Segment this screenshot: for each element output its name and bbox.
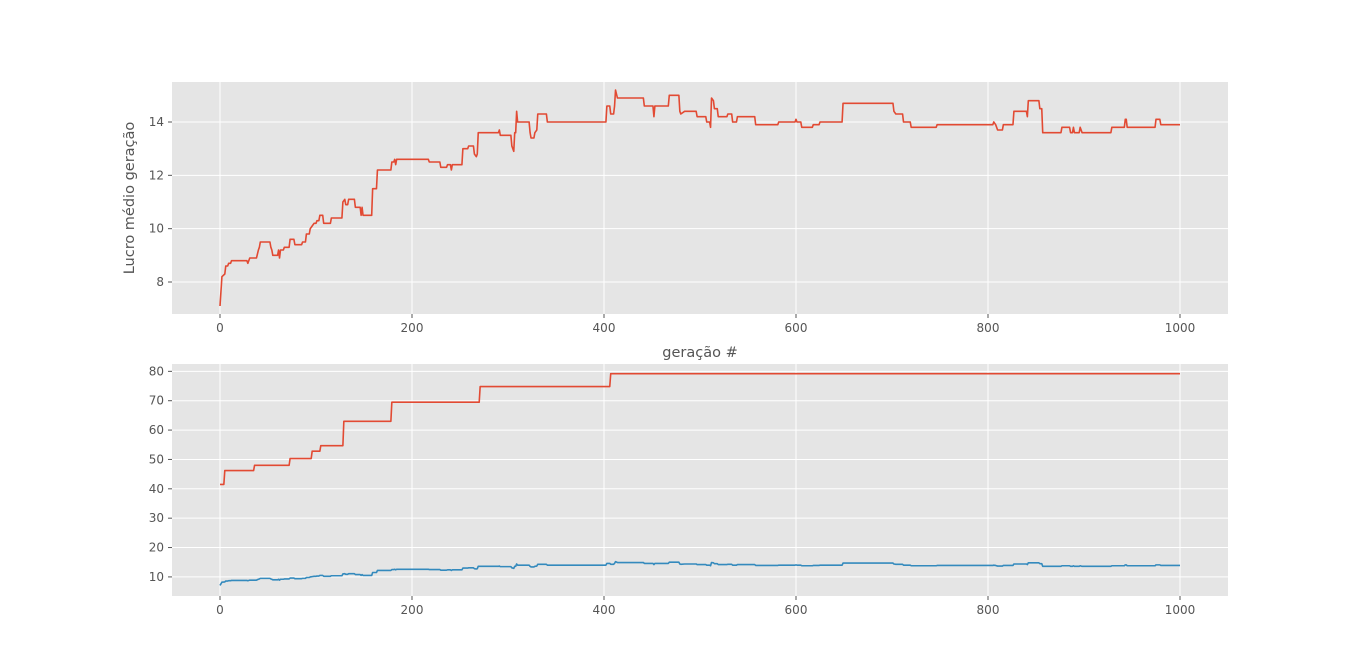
top-x-tick-label-800: 800 — [977, 321, 1000, 335]
bottom-y-tick-label-40: 40 — [149, 482, 164, 496]
top-x-tick-label-1000: 1000 — [1165, 321, 1196, 335]
top-series-line-0 — [219, 89, 1180, 307]
top-x-tick-label-200: 200 — [401, 321, 424, 335]
top-x-tick-label-400: 400 — [593, 321, 616, 335]
bottom-series-group — [219, 372, 1180, 586]
bottom-series-line-1 — [219, 560, 1180, 586]
top-x-axis-label: geração # — [662, 345, 737, 361]
top-series-group — [219, 89, 1180, 307]
top-plot-area — [172, 82, 1228, 314]
top-y-tick-label-12: 12 — [149, 168, 164, 182]
top-chart: 0 200 400 600 800 1000 8 10 12 14 geração # Lucro… — [122, 82, 1228, 361]
top-x-tick-label-0: 0 — [216, 321, 224, 335]
bottom-y-tick-label-80: 80 — [149, 364, 164, 378]
bottom-chart: 0 200 400 600 800 1000 10 20 30 40 50 60 70 80 — [149, 364, 1228, 617]
bottom-grid — [172, 364, 1228, 596]
top-grid — [172, 82, 1228, 314]
bottom-y-tick-label-10: 10 — [149, 570, 164, 584]
bottom-x-tick-label-200: 200 — [401, 603, 424, 617]
top-tick-labels: 0 200 400 600 800 1000 8 10 12 14 — [149, 115, 1196, 335]
bottom-x-tick-label-0: 0 — [216, 603, 224, 617]
bottom-y-tick-label-50: 50 — [149, 452, 164, 466]
top-x-tick-label-600: 600 — [785, 321, 808, 335]
bottom-y-tick-label-20: 20 — [149, 541, 164, 555]
bottom-tick-labels: 0 200 400 600 800 1000 10 20 30 40 50 60 70 80 — [149, 364, 1196, 617]
bottom-x-tick-label-600: 600 — [785, 603, 808, 617]
top-y-axis-label: Lucro médio geração — [122, 122, 138, 275]
bottom-x-tick-label-800: 800 — [977, 603, 1000, 617]
top-y-tick-label-14: 14 — [149, 115, 164, 129]
bottom-y-tick-label-70: 70 — [149, 394, 164, 408]
bottom-y-tick-label-30: 30 — [149, 511, 164, 525]
bottom-series-line-0 — [220, 372, 1180, 486]
bottom-y-tick-label-60: 60 — [149, 423, 164, 437]
top-y-tick-label-8: 8 — [156, 275, 164, 289]
bottom-plot-area — [172, 364, 1228, 596]
bottom-x-tick-label-1000: 1000 — [1165, 603, 1196, 617]
bottom-x-tick-label-400: 400 — [593, 603, 616, 617]
top-y-tick-label-10: 10 — [149, 222, 164, 236]
